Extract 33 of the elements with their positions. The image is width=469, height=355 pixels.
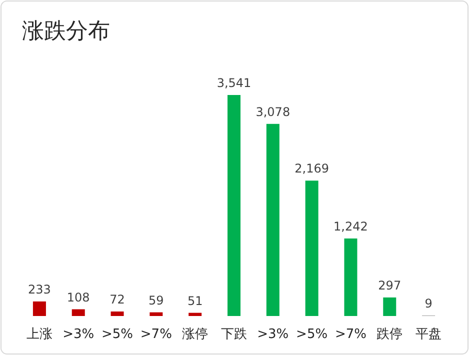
data-label: 59 <box>148 293 164 308</box>
bar <box>32 301 46 316</box>
data-label: 9 <box>424 296 432 310</box>
x-tick-label: 平盘 <box>416 327 442 342</box>
x-tick-label: >7% <box>334 327 366 342</box>
data-label: 51 <box>187 294 203 308</box>
data-label: 1,242 <box>334 219 368 234</box>
bar <box>188 312 202 316</box>
bar <box>344 238 358 316</box>
x-tick-label: >5% <box>296 327 328 342</box>
x-tick-label: >5% <box>102 327 134 342</box>
data-label: 233 <box>28 282 51 296</box>
x-tick-label: >3% <box>257 327 289 342</box>
data-label: 108 <box>66 290 90 304</box>
data-label: 3,078 <box>256 104 290 119</box>
x-tick-label: 跌停 <box>376 327 403 342</box>
x-tick-label: >3% <box>62 327 94 342</box>
data-label: 2,169 <box>294 162 329 176</box>
x-tick-label: >7% <box>140 327 172 342</box>
bar <box>228 95 240 316</box>
x-tick-label: 下跌 <box>221 327 247 342</box>
data-label: 297 <box>378 278 402 292</box>
bar <box>266 124 280 316</box>
data-label: 72 <box>110 292 125 307</box>
bar <box>150 312 163 316</box>
chart-title: 涨跌分布 <box>22 19 110 44</box>
bar <box>110 312 124 316</box>
x-tick-label: 涨停 <box>182 327 208 342</box>
bar <box>72 309 85 316</box>
data-label: 3,541 <box>216 76 252 90</box>
bar <box>383 297 396 316</box>
bar <box>305 180 318 316</box>
x-tick-label: 上涨 <box>26 327 52 342</box>
